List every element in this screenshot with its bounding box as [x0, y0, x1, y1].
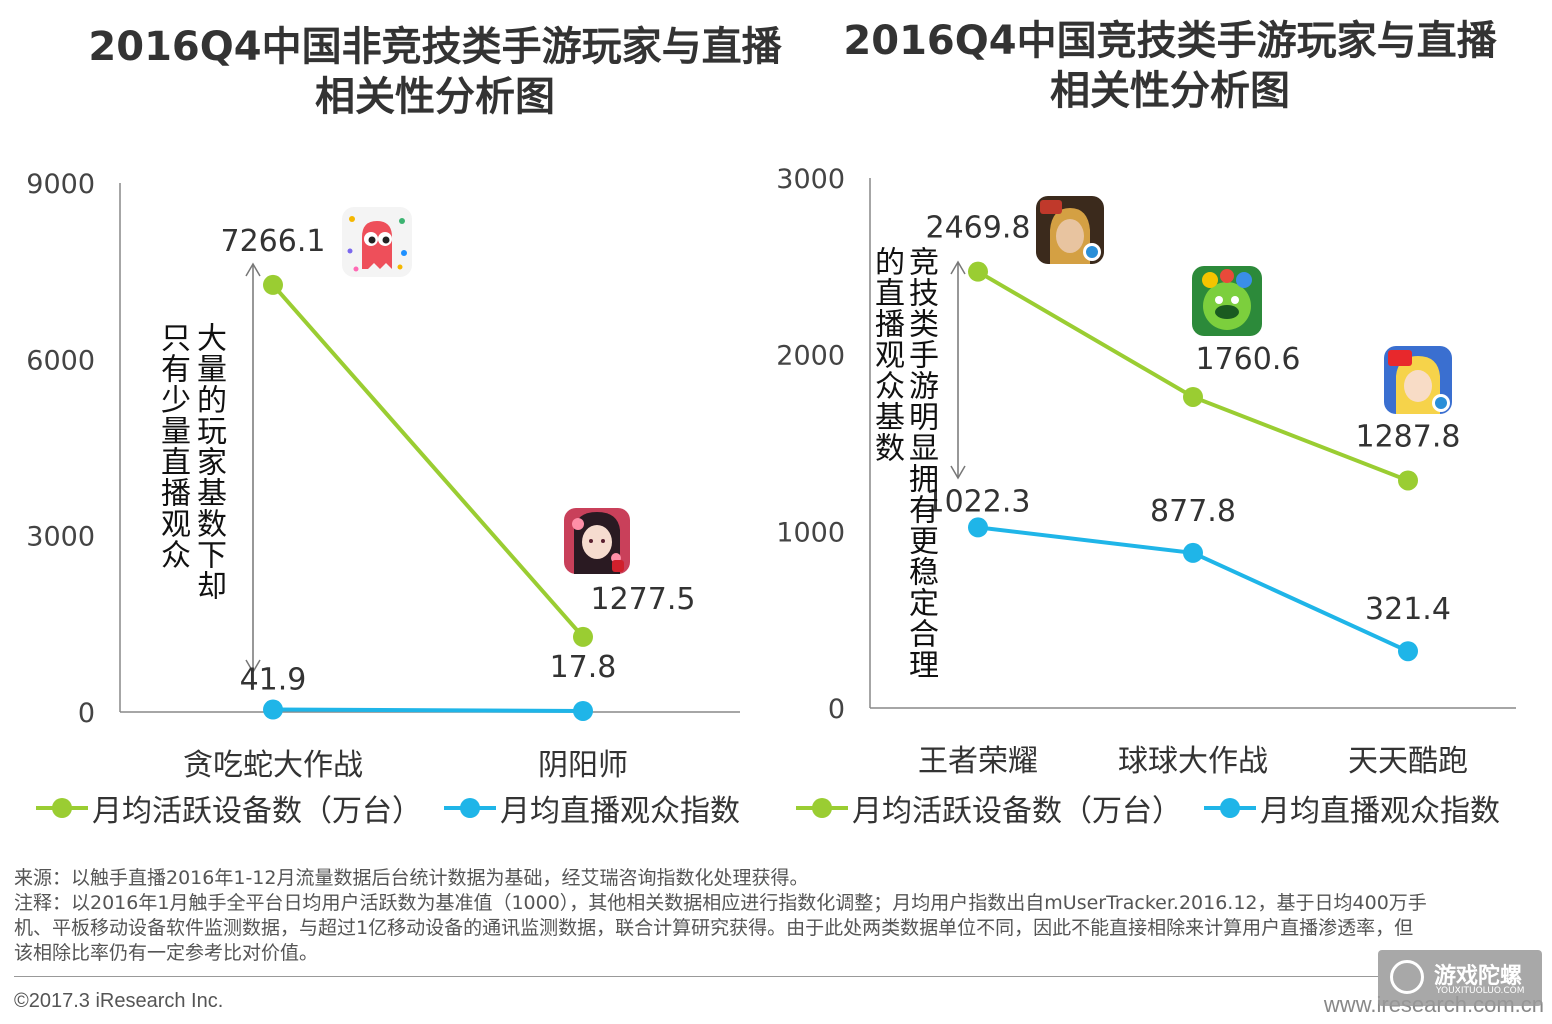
- x-category-label: 贪吃蛇大作战: [183, 748, 363, 783]
- annotation-arrow-head-bottom: [245, 659, 261, 674]
- watermark-logo-icon: [1390, 960, 1424, 994]
- data-point: [263, 274, 283, 295]
- annotation-arrow-head-bottom: [950, 465, 966, 480]
- legend-item-live-viewers: 月均直播观众指数: [1204, 786, 1500, 830]
- source-notes: 来源：以触手直播2016年1-12月流量数据后台统计数据为基础，经艾瑞咨询指数化…: [14, 866, 1544, 966]
- left-annotation-col2: 大量的玩家基数下却: [191, 322, 226, 601]
- data-point: [968, 517, 988, 538]
- watermark-subtext: YOUXITUOLUO.COM: [1436, 986, 1525, 996]
- y-tick-label: 0: [78, 698, 95, 729]
- copyright-text: ©2017.3 iResearch Inc.: [14, 990, 224, 1012]
- annotation-arrow-head-top: [950, 260, 966, 275]
- legend-item-active-devices: 月均活跃设备数（万台）: [36, 786, 422, 830]
- legend-label: 月均直播观众指数: [500, 794, 740, 829]
- ball-battle-game-icon: [1192, 266, 1262, 336]
- footer-divider: [14, 976, 1378, 977]
- right-annotation-col2: 竞技类手游明显拥有更稳定合理: [903, 246, 938, 680]
- data-point: [1183, 542, 1203, 563]
- right-annotation-col1: 的直播观众基数: [869, 246, 904, 463]
- charts-canvas: 0 3000 6000 9000 贪吃蛇大作战 阴阳师 7266.1 1277.5 41.9 17…: [26, 164, 1516, 783]
- data-point: [1183, 386, 1203, 407]
- left-annotation-col1: 只有少量直播观众: [155, 322, 190, 570]
- legend-swatch-green: [796, 798, 848, 818]
- left-line-chart: 0 3000 6000 9000 贪吃蛇大作战 阴阳师 7266.1 1277.5 41.9 17…: [26, 169, 740, 783]
- annotation-arrow-head-top: [245, 262, 261, 277]
- left-legend: 月均活跃设备数（万台） 月均直播观众指数: [36, 785, 762, 831]
- y-tick-label: 0: [828, 694, 845, 725]
- y-tick-label: 9000: [26, 169, 95, 200]
- legend-swatch-blue: [1204, 798, 1256, 818]
- watermark-badge: 游戏陀螺 YOUXITUOLUO.COM: [1378, 950, 1542, 1006]
- data-label: 321.4: [1365, 592, 1451, 627]
- snake-game-icon: [342, 207, 412, 277]
- y-tick-label: 6000: [26, 345, 95, 376]
- data-point: [1398, 641, 1418, 662]
- series-line: [272, 707, 584, 713]
- left-chart-title: 2016Q4中国非竞技类手游玩家与直播 相关性分析图: [60, 22, 810, 122]
- legend-swatch-blue: [444, 798, 496, 818]
- data-point: [573, 700, 593, 721]
- right-legend: 月均活跃设备数（万台） 月均直播观众指数: [796, 785, 1522, 831]
- right-title-line1: 2016Q4中国竞技类手游玩家与直播: [843, 18, 1497, 64]
- data-label: 1277.5: [591, 582, 696, 617]
- data-point: [573, 626, 593, 647]
- onmyoji-game-icon: [564, 508, 630, 574]
- source-line: 来源：以触手直播2016年1-12月流量数据后台统计数据为基础，经艾瑞咨询指数化…: [14, 867, 809, 889]
- right-chart-title: 2016Q4中国竞技类手游玩家与直播 相关性分析图: [800, 16, 1540, 116]
- legend-item-active-devices: 月均活跃设备数（万台）: [796, 786, 1182, 830]
- legend-label: 月均直播观众指数: [1260, 794, 1500, 829]
- honor-of-kings-game-icon: [1036, 196, 1104, 264]
- note-line-3: 该相除比率仍有一定参考比对价值。: [14, 942, 319, 964]
- data-label: 877.8: [1150, 494, 1236, 529]
- x-category-label: 球球大作战: [1118, 744, 1268, 779]
- y-tick-label: 3000: [776, 164, 845, 195]
- note-line-2: 机、平板移动设备软件监测数据，与超过1亿移动设备的通讯监测数据，联合计算研究获得…: [14, 917, 1414, 939]
- data-label: 17.8: [550, 650, 617, 685]
- y-tick-label: 3000: [26, 522, 95, 553]
- legend-swatch-green: [36, 798, 88, 818]
- data-label: 2469.8: [926, 211, 1031, 246]
- y-tick-label: 2000: [776, 341, 845, 372]
- data-label: 7266.1: [221, 224, 326, 259]
- left-title-line2: 相关性分析图: [315, 74, 555, 120]
- legend-label: 月均活跃设备数（万台）: [92, 794, 422, 829]
- series-line: [271, 283, 585, 639]
- right-title-line2: 相关性分析图: [1050, 68, 1290, 114]
- legend-item-live-viewers: 月均直播观众指数: [444, 786, 740, 830]
- data-label: 1760.6: [1196, 342, 1301, 377]
- note-line-1: 注释：以2016年1月触手全平台日均用户活跃数为基准值（1000），其他相关数据…: [14, 892, 1427, 914]
- data-label: 1022.3: [926, 484, 1031, 519]
- legend-label: 月均活跃设备数（万台）: [852, 794, 1182, 829]
- x-category-label: 阴阳师: [538, 748, 628, 783]
- data-point: [1398, 470, 1418, 491]
- daily-parkour-game-icon: [1384, 346, 1452, 414]
- y-tick-label: 1000: [776, 517, 845, 548]
- data-label: 41.9: [240, 663, 307, 698]
- right-line-chart: 0 1000 2000 3000 王者荣耀 球球大作战 天天酷跑 2469.8 1760.6 12…: [776, 164, 1516, 779]
- data-label: 1287.8: [1356, 419, 1461, 454]
- left-title-line1: 2016Q4中国非竞技类手游玩家与直播: [88, 24, 782, 70]
- watermark-text: 游戏陀螺: [1434, 964, 1523, 989]
- data-point: [263, 699, 283, 720]
- data-point: [968, 261, 988, 282]
- x-category-label: 天天酷跑: [1348, 744, 1468, 779]
- x-category-label: 王者荣耀: [918, 744, 1038, 779]
